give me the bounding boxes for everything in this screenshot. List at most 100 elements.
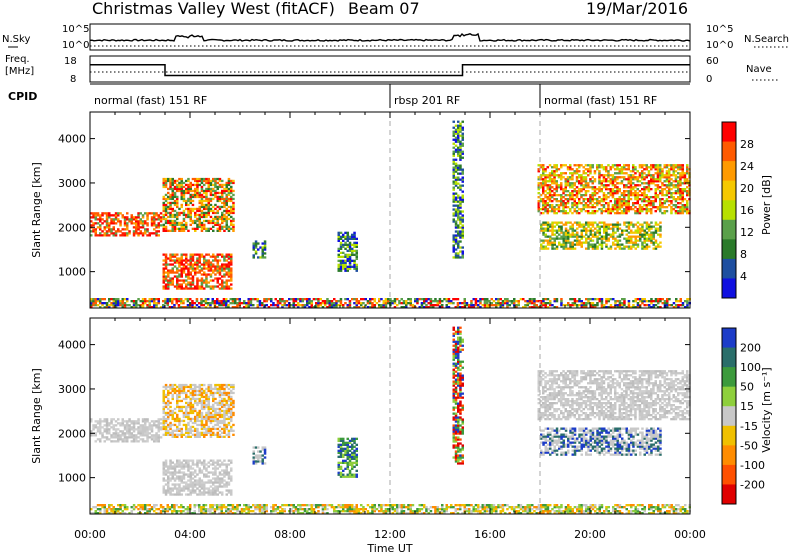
heatmap-cell — [686, 306, 689, 309]
heatmap-cell — [675, 304, 678, 307]
heatmap-cell — [209, 419, 213, 423]
heatmap-cell — [353, 263, 356, 266]
noise-strip: 10^5 10^0 10^5 10^0 N.Sky N.Search — [2, 23, 790, 51]
heatmap-cell — [112, 304, 115, 307]
heatmap-cell — [185, 411, 188, 415]
heatmap-cell — [555, 198, 558, 201]
heatmap-cell — [679, 168, 682, 171]
heatmap-cell — [596, 225, 599, 228]
heatmap-cell — [171, 191, 174, 195]
heatmap-cell — [621, 247, 624, 250]
heatmap-cell — [198, 385, 201, 389]
heatmap-cell — [459, 246, 462, 249]
heatmap-cell — [560, 245, 563, 248]
heatmap-cell — [321, 300, 325, 303]
heatmap-cell — [223, 393, 226, 397]
heatmap-cell — [544, 235, 547, 238]
heatmap-cell — [176, 213, 179, 217]
heatmap-cell — [393, 306, 397, 309]
heatmap-cell — [198, 213, 201, 217]
heatmap-cell — [548, 178, 552, 181]
heatmap-cell — [139, 220, 142, 223]
heatmap-cell — [557, 200, 561, 203]
heatmap-cell — [607, 192, 610, 195]
heatmap-cell — [452, 182, 455, 185]
heatmap-cell — [665, 170, 669, 173]
heatmap-cell — [623, 300, 626, 303]
heatmap-cell — [130, 420, 133, 423]
heatmap-cell — [663, 174, 666, 177]
heatmap-cell — [641, 241, 644, 244]
heatmap-cell — [540, 302, 543, 305]
heatmap-cell — [90, 418, 93, 421]
heatmap-cell — [141, 234, 145, 237]
heatmap-cell — [153, 216, 156, 219]
heatmap-cell — [221, 409, 224, 413]
heatmap-cell — [203, 219, 206, 223]
heatmap-cell — [513, 298, 516, 301]
heatmap-cell — [461, 168, 464, 171]
heatmap-cell — [173, 433, 177, 436]
heatmap-cell — [225, 417, 228, 421]
heatmap-cell — [103, 420, 106, 423]
heatmap-cell — [555, 237, 559, 240]
heatmap-cell — [457, 242, 460, 245]
heatmap-cell — [108, 230, 111, 233]
heatmap-cell — [452, 132, 455, 135]
heatmap-cell — [218, 399, 222, 403]
heatmap-cell — [353, 249, 356, 252]
heatmap-cell — [353, 243, 356, 246]
heatmap-cell — [130, 434, 133, 437]
heatmap-cell — [173, 383, 177, 387]
heatmap-cell — [103, 232, 106, 235]
heatmap-cell — [194, 417, 197, 421]
heatmap-cell — [594, 235, 597, 238]
heatmap-cell — [562, 208, 565, 211]
heatmap-cell — [459, 236, 462, 239]
heatmap-cell — [162, 179, 165, 183]
heatmap-cell — [144, 440, 147, 443]
heatmap-cell — [643, 239, 646, 242]
heatmap-cell — [194, 179, 197, 183]
heatmap-cell — [180, 183, 183, 187]
heatmap-cell — [459, 216, 462, 219]
heatmap-cell — [209, 421, 213, 425]
heatmap-cell — [200, 273, 204, 276]
heatmap-cell — [405, 304, 408, 307]
heatmap-cell — [627, 200, 630, 203]
heatmap-cell — [661, 192, 664, 195]
heatmap-cell — [101, 434, 104, 437]
heatmap-cell — [225, 253, 228, 256]
heatmap-cell — [627, 192, 630, 195]
heatmap-cell — [205, 197, 208, 201]
heatmap-cell — [227, 275, 231, 278]
heatmap-cell — [594, 304, 597, 307]
heatmap-cell — [232, 181, 235, 185]
heatmap-cell — [450, 300, 453, 303]
heatmap-cell — [232, 391, 235, 395]
heatmap-cell — [232, 179, 235, 183]
heatmap-cell — [344, 255, 347, 258]
heatmap-cell — [537, 206, 540, 209]
heatmap-cell — [665, 174, 669, 177]
heatmap-cell — [504, 302, 507, 305]
heatmap-cell — [589, 196, 592, 199]
heatmap-cell — [137, 298, 140, 301]
heatmap-cell — [575, 210, 579, 213]
heatmap-cell — [139, 428, 142, 431]
heatmap-cell — [167, 287, 170, 290]
heatmap-cell — [227, 435, 231, 438]
heatmap-cell — [169, 401, 172, 405]
heatmap-cell — [432, 306, 435, 309]
heatmap-cell — [225, 193, 228, 197]
heatmap-cell — [603, 227, 606, 230]
heatmap-cell — [598, 208, 601, 211]
heatmap-cell — [200, 413, 204, 417]
heatmap-cell — [321, 306, 325, 309]
heatmap-cell — [632, 164, 635, 167]
heatmap-cell — [452, 186, 455, 189]
heatmap-cell — [647, 172, 651, 175]
heatmap-cell — [553, 182, 556, 185]
heatmap-cell — [169, 411, 172, 415]
heatmap-cell — [110, 434, 113, 437]
